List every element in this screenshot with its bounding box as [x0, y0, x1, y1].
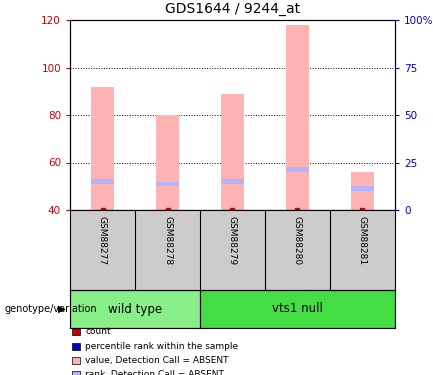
- Bar: [351, 172, 374, 210]
- Bar: [286, 25, 309, 210]
- Text: GSM88280: GSM88280: [293, 216, 302, 266]
- Bar: [91, 87, 114, 210]
- Bar: [200, 290, 395, 328]
- Text: GSM88277: GSM88277: [98, 216, 107, 266]
- Bar: [91, 179, 114, 184]
- Bar: [221, 179, 244, 184]
- Bar: [156, 182, 179, 186]
- Text: GSM88279: GSM88279: [228, 216, 237, 266]
- Text: vts1 null: vts1 null: [272, 303, 323, 315]
- Bar: [156, 115, 179, 210]
- Text: GSM88278: GSM88278: [163, 216, 172, 266]
- Text: rank, Detection Call = ABSENT: rank, Detection Call = ABSENT: [85, 370, 224, 375]
- Bar: [221, 94, 244, 210]
- Bar: [351, 186, 374, 191]
- Bar: [286, 168, 309, 172]
- Text: wild type: wild type: [108, 303, 162, 315]
- Bar: [70, 290, 200, 328]
- Title: GDS1644 / 9244_at: GDS1644 / 9244_at: [165, 2, 300, 16]
- Text: count: count: [85, 327, 111, 336]
- Text: value, Detection Call = ABSENT: value, Detection Call = ABSENT: [85, 356, 229, 365]
- Text: ▶: ▶: [58, 304, 65, 314]
- Text: GSM88281: GSM88281: [358, 216, 367, 266]
- Text: percentile rank within the sample: percentile rank within the sample: [85, 342, 238, 351]
- Text: genotype/variation: genotype/variation: [4, 304, 97, 314]
